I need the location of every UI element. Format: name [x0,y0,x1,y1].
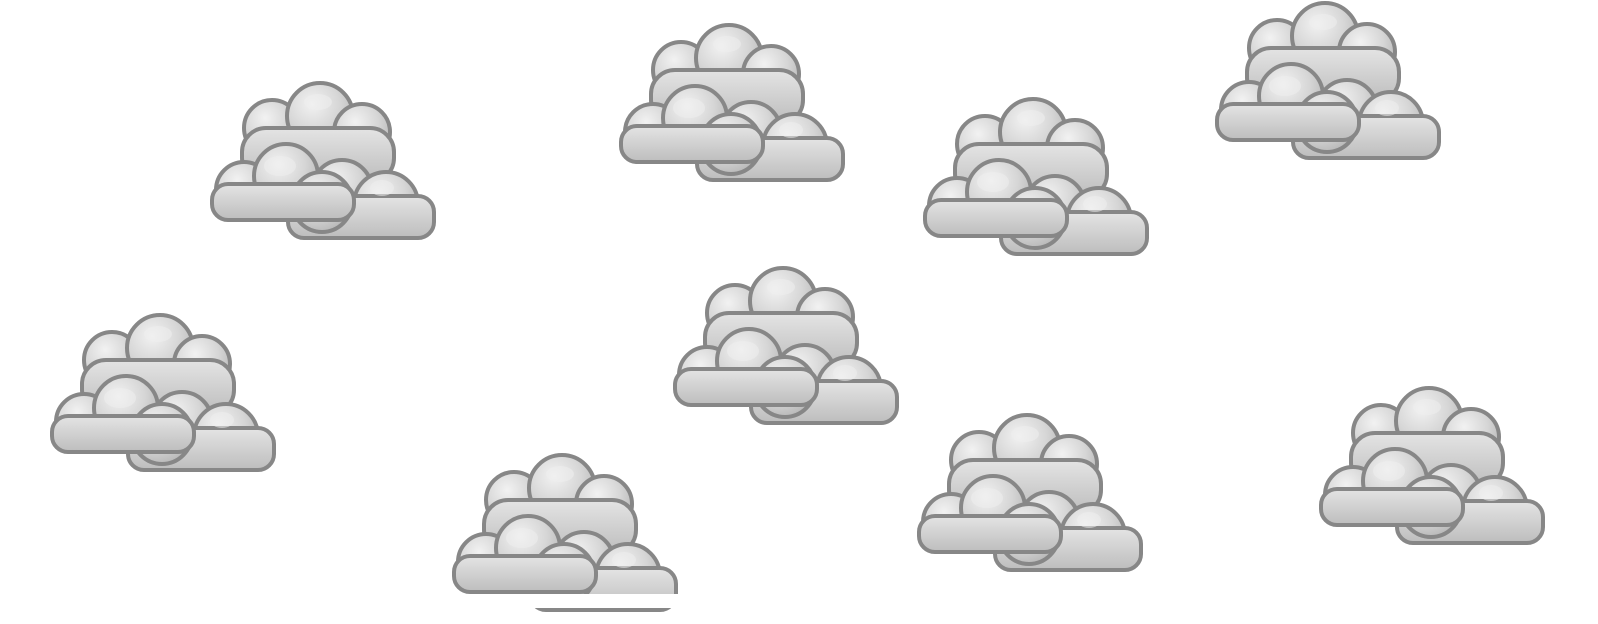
cloud-icon [917,412,1149,584]
cloud-icon [1215,0,1447,172]
cloud-icon [673,265,905,437]
cloud-icon [50,312,282,484]
cloud-icon [210,80,442,252]
cloud-icon [923,96,1155,268]
bottom-crop-edge [0,594,1598,608]
cloud-icon [1319,385,1551,557]
cloud-scene [0,0,1598,608]
cloud-icon [619,22,851,194]
